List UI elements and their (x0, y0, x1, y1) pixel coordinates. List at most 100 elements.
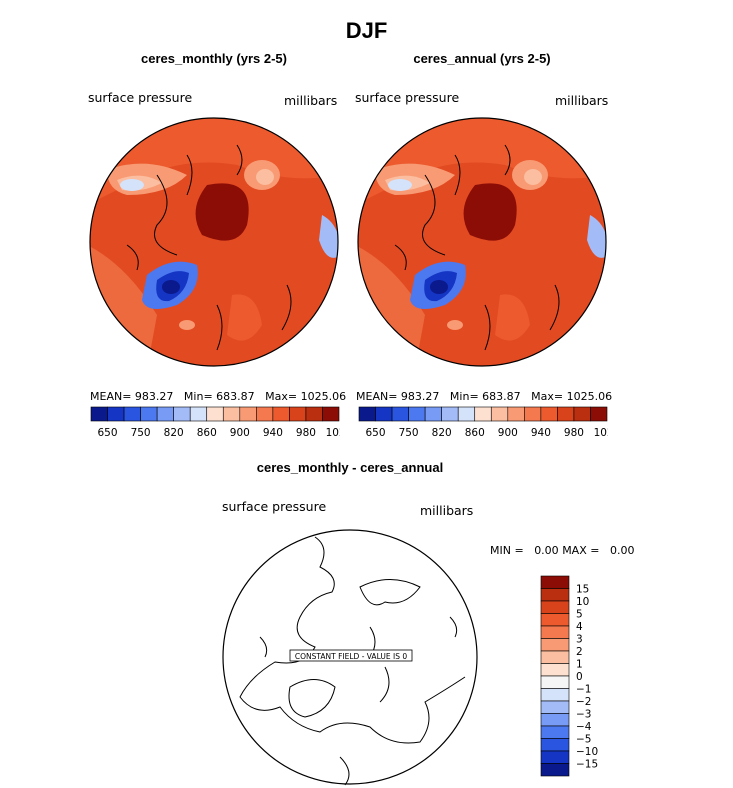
colorbar-tick-label: −1 (576, 684, 591, 696)
min-value: 683.87 (482, 390, 521, 403)
colorbar-tick-label: 0 (576, 671, 583, 683)
colorbar-swatch (540, 713, 570, 727)
colorbar-swatch (140, 406, 158, 422)
min-label: MIN = (490, 544, 524, 557)
colorbar-tick-label: −15 (576, 759, 598, 771)
panel1-variable-label: surface pressure (88, 90, 193, 105)
max-value: 0.00 (609, 544, 635, 557)
colorbar-swatch (540, 625, 570, 639)
colorbar-swatch (474, 406, 492, 422)
colorbar-swatch (540, 638, 570, 652)
colorbar-swatch (490, 406, 509, 422)
colorbar-tick-label: 1 (576, 659, 583, 671)
colorbar-swatch (239, 406, 257, 422)
colorbar-swatch (573, 406, 591, 422)
colorbar-swatch (590, 406, 608, 422)
colorbar-tick-label: −3 (576, 709, 591, 721)
colorbar-tick-label: 1020 (594, 427, 608, 439)
min-value: 0.00 (534, 544, 559, 557)
mean-value: 983.27 (134, 390, 174, 403)
colorbar-swatch (424, 406, 442, 422)
colorbar-swatch (540, 700, 570, 714)
colorbar-tick-label: 750 (399, 427, 419, 439)
colorbar-swatch (358, 406, 376, 422)
colorbar-swatch (540, 600, 570, 614)
colorbar-swatch (540, 588, 570, 602)
colorbar-swatch (391, 406, 409, 422)
colorbar-tick-label: −10 (576, 746, 598, 758)
colorbar-swatch (289, 406, 307, 422)
colorbar-tick-label: 860 (197, 427, 217, 439)
colorbar-swatch (90, 406, 108, 422)
colorbar-tick-label: 5 (576, 609, 583, 621)
colorbar-tick-label: −4 (576, 721, 592, 733)
colorbar-swatch (540, 725, 570, 739)
panel2-polar-map (357, 117, 607, 367)
colorbar-tick-label: 820 (432, 427, 452, 439)
colorbar-tick-label: 860 (465, 427, 485, 439)
max-label: MAX = (562, 544, 600, 557)
colorbar-swatch (540, 750, 570, 764)
colorbar-tick-label: 900 (230, 427, 250, 439)
colorbar-tick-label: 980 (296, 427, 316, 439)
colorbar-swatch (156, 406, 174, 422)
colorbar-swatch (375, 406, 393, 422)
panel1-colorbar: 650 750 820 860 900 940 980 1020 (90, 406, 340, 439)
colorbar-swatch (540, 613, 570, 627)
min-value: 683.87 (216, 390, 255, 403)
colorbar-swatch (222, 406, 241, 422)
panel3-stats: MIN = 0.00 MAX = 0.00 (490, 544, 634, 557)
colorbar-tick-label: 3 (576, 634, 583, 646)
mean-label: MEAN= (90, 390, 132, 403)
colorbar-tick-label: 820 (164, 427, 184, 439)
panel2-title: ceres_annual (yrs 2-5) (413, 51, 551, 66)
panel1-stats: MEAN= 983.27 Min= 683.87 Max= 1025.06 (90, 390, 346, 403)
colorbar-swatch (189, 406, 208, 422)
panel3-variable-label: surface pressure (222, 499, 327, 514)
colorbar-tick-label: 10 (576, 596, 589, 608)
min-label: Min= (449, 390, 479, 403)
colorbar-tick-label: 2 (576, 646, 583, 658)
colorbar-tick-label: 650 (98, 427, 118, 439)
panel2-stats: MEAN= 983.27 Min= 683.87 Max= 1025.06 (356, 390, 612, 403)
colorbar-swatch (524, 406, 542, 422)
panel1-units-label: millibars (284, 93, 338, 108)
colorbar-swatch (441, 406, 459, 422)
constant-field-box (289, 649, 413, 662)
max-label: Max= (265, 390, 298, 403)
colorbar-tick-label: 15 (576, 584, 589, 596)
max-label: Max= (531, 390, 564, 403)
max-value: 1025.06 (300, 390, 347, 403)
main-title: DJF (345, 18, 388, 43)
colorbar-swatch (256, 406, 274, 422)
colorbar-swatch (457, 406, 476, 422)
colorbar-swatch (540, 675, 570, 689)
colorbar-swatch (540, 738, 570, 752)
colorbar-tick-label: 940 (531, 427, 551, 439)
colorbar-tick-label: 750 (131, 427, 151, 439)
colorbar-swatch (540, 575, 570, 589)
colorbar-swatch (540, 688, 570, 702)
panel2-units-label: millibars (555, 93, 609, 108)
colorbar-swatch (540, 650, 570, 664)
colorbar-tick-label: −5 (576, 734, 591, 746)
colorbar-swatch (305, 406, 323, 422)
panel3-polar-map: CONSTANT FIELD - VALUE IS 0 (222, 529, 478, 786)
colorbar-swatch (408, 406, 426, 422)
colorbar-tick-label: 650 (366, 427, 386, 439)
panel3-title: ceres_monthly - ceres_annual (256, 460, 444, 475)
colorbar-swatch (272, 406, 290, 422)
colorbar-swatch (540, 663, 570, 677)
panel1-polar-map (89, 117, 339, 367)
panel3-units-label: millibars (420, 503, 474, 518)
colorbar-swatch (107, 406, 125, 422)
colorbar-tick-label: 900 (498, 427, 518, 439)
constant-field-annotation: CONSTANT FIELD - VALUE IS 0 (295, 652, 407, 661)
panel2-colorbar: 650 750 820 860 900 940 980 1020 (358, 406, 608, 439)
colorbar-tick-label: 4 (576, 621, 583, 633)
colorbar-tick-label: 940 (263, 427, 283, 439)
colorbar-swatch (322, 406, 340, 422)
colorbar-tick-label: 980 (564, 427, 584, 439)
colorbar-swatch (507, 406, 525, 422)
